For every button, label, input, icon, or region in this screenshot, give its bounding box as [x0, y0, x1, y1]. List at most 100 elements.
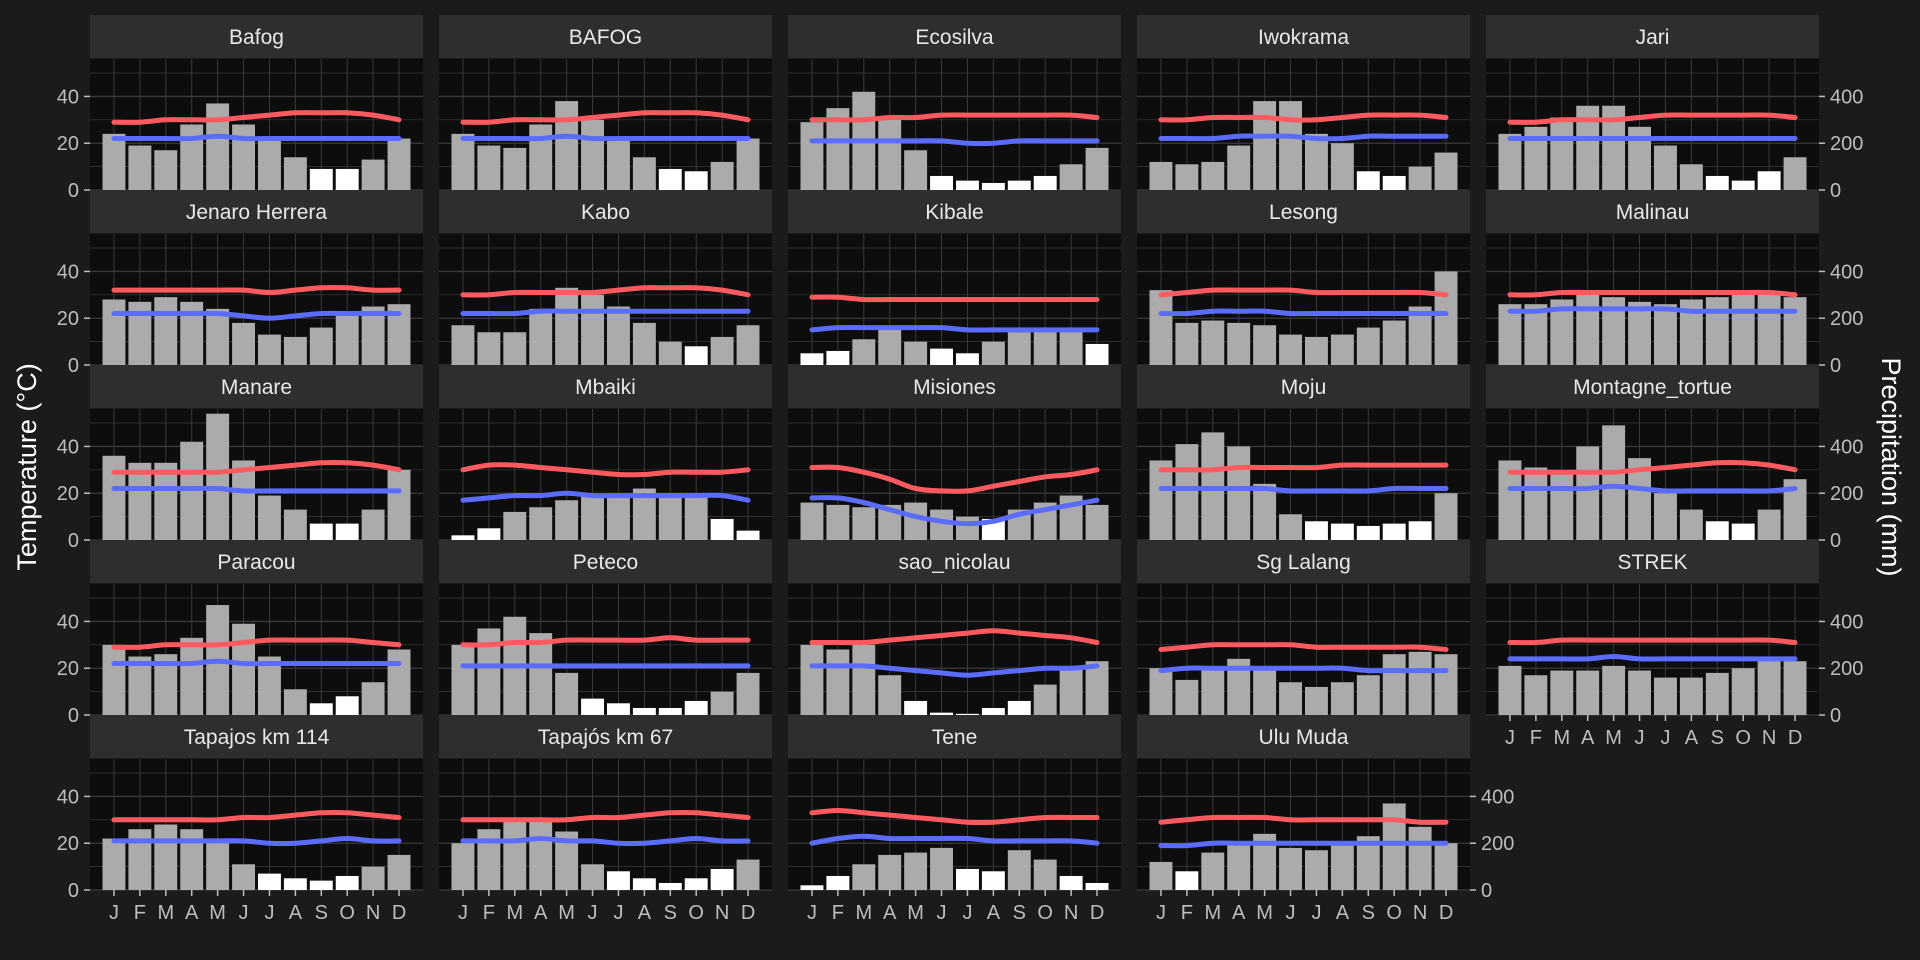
- facet-title: Kabo: [581, 201, 630, 224]
- precip-bar: [361, 509, 385, 540]
- precip-bar: [930, 712, 953, 715]
- precip-bar: [1305, 336, 1328, 365]
- precip-bar: [1654, 145, 1677, 190]
- precip-bar: [477, 528, 501, 540]
- precip-bar: [1731, 523, 1755, 540]
- precip-bar: [451, 843, 475, 890]
- precip-bar: [930, 509, 953, 540]
- precip-bar: [1330, 334, 1354, 365]
- facet-strip: [1137, 190, 1470, 233]
- precip-bar: [632, 878, 656, 890]
- tmin-line: [1507, 306, 1798, 314]
- precip-bar: [503, 147, 527, 190]
- facet-panel: Misiones: [788, 365, 1121, 541]
- precip-bar: [878, 117, 902, 190]
- precip-bar: [1007, 850, 1031, 890]
- precip-bar: [309, 880, 333, 890]
- precip-bar: [1201, 161, 1225, 190]
- month-tick-label: M: [558, 902, 575, 924]
- facet-strip: [439, 15, 772, 58]
- precip-bar: [335, 696, 359, 715]
- precip-bar: [258, 334, 281, 365]
- precip-bar: [102, 133, 126, 190]
- tmin-line: [460, 133, 751, 142]
- month-tick-label: A: [1232, 902, 1246, 924]
- precip-bar: [956, 180, 979, 190]
- precip-bar: [1201, 668, 1225, 715]
- precip-bar: [128, 656, 152, 715]
- precip-bar: [981, 871, 1005, 890]
- precip-bar: [1059, 164, 1083, 190]
- month-tick-label: A: [289, 902, 303, 924]
- precip-bar: [1330, 523, 1354, 540]
- month-tick-label: M: [209, 902, 226, 924]
- facet-title: Tapajós km 67: [538, 726, 673, 749]
- precip-bar: [387, 304, 411, 365]
- precip-bar: [154, 824, 178, 890]
- facet-panel: Kabo: [439, 190, 772, 366]
- precip-bar: [258, 138, 281, 190]
- precip-bar: [232, 124, 255, 190]
- precip-bar: [1757, 656, 1781, 715]
- precip-bar: [710, 336, 734, 365]
- facet-title: Tapajos km 114: [184, 726, 330, 749]
- precip-bar: [710, 161, 734, 190]
- precip-bar: [335, 875, 359, 890]
- facet-panel: Jari 0 200 400: [1486, 15, 1863, 202]
- precip-bar: [826, 108, 850, 190]
- precip-bar: [800, 122, 824, 190]
- y-right-tick-label: 400: [1830, 436, 1863, 458]
- precip-bar: [1175, 871, 1199, 890]
- precip-bar: [1305, 850, 1328, 890]
- y-left-tick-label: 0: [68, 880, 79, 902]
- month-tick-label: A: [638, 902, 652, 924]
- month-tick-label: J: [1311, 902, 1321, 924]
- tmax-line: [809, 294, 1100, 303]
- precip-bar: [555, 500, 579, 540]
- precip-bar: [1253, 833, 1277, 890]
- precip-bar: [956, 713, 979, 715]
- precip-bar: [800, 885, 824, 890]
- facet-title: Ulu Muda: [1259, 726, 1349, 749]
- precip-bar: [684, 878, 708, 890]
- y-left-tick-label: 40: [57, 436, 79, 458]
- y-right-tick-label: 400: [1830, 261, 1863, 283]
- precip-bar: [309, 703, 333, 715]
- tmax-line: [809, 112, 1100, 123]
- y-left-tick-label: 40: [57, 86, 79, 108]
- precip-bar: [1305, 521, 1328, 540]
- tmax-line: [460, 635, 751, 648]
- precip-bar: [1382, 654, 1406, 715]
- precip-bar: [581, 294, 604, 365]
- precip-bar: [1330, 682, 1354, 715]
- precip-bar: [1731, 180, 1755, 190]
- precip-bar: [1654, 493, 1677, 540]
- tmax-line: [111, 285, 402, 296]
- month-tick-label: O: [1735, 727, 1751, 749]
- precip-bar: [529, 633, 553, 715]
- precip-bar: [1731, 294, 1755, 365]
- facet-panel: Ecosilva: [788, 15, 1121, 191]
- precip-bar: [1576, 446, 1600, 540]
- precip-bar: [658, 493, 682, 540]
- precip-bar: [451, 644, 475, 715]
- month-tick-label: N: [1064, 902, 1078, 924]
- precip-bar: [684, 346, 708, 365]
- facet-title: Tene: [932, 726, 978, 749]
- tmax-line: [1507, 460, 1798, 475]
- facet-strip: [1137, 365, 1470, 408]
- month-tick-label: J: [264, 902, 274, 924]
- precip-bar: [1330, 143, 1354, 190]
- facet-strip: [90, 365, 423, 408]
- precip-bar: [1628, 301, 1651, 365]
- facet-title: Jari: [1636, 26, 1670, 49]
- precip-bar: [102, 299, 126, 365]
- tmax-line: [111, 460, 402, 475]
- precip-bar: [232, 623, 255, 715]
- tmin-line: [1158, 665, 1449, 674]
- precip-bar: [1679, 677, 1703, 715]
- month-tick-label: O: [1037, 902, 1053, 924]
- precip-bar: [1408, 826, 1432, 890]
- precip-bar: [1498, 460, 1522, 540]
- month-tick-label: A: [534, 902, 548, 924]
